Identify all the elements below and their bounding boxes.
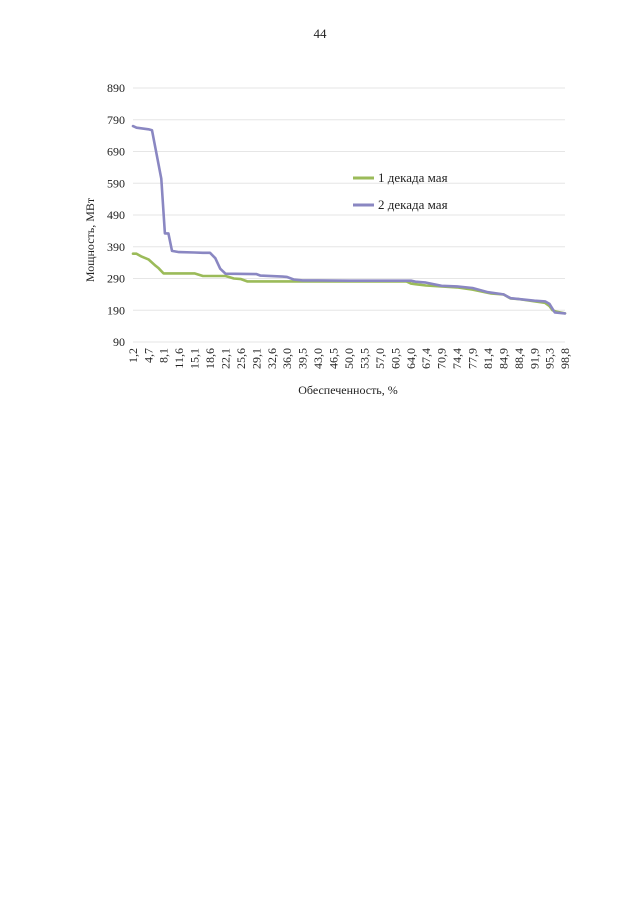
- x-tick-label: 70,9: [435, 348, 449, 369]
- x-tick-label: 39,5: [296, 348, 310, 369]
- page-number: 44: [313, 26, 327, 41]
- x-tick-label: 77,9: [465, 348, 479, 369]
- x-tick-label: 36,0: [280, 348, 294, 369]
- x-tick-label: 15,1: [188, 348, 202, 369]
- y-tick-label: 90: [113, 335, 125, 349]
- x-tick-label: 50,0: [342, 348, 356, 369]
- grid-lines: [133, 87, 565, 343]
- x-tick-label: 64,0: [404, 348, 418, 369]
- x-tick-label: 57,0: [373, 348, 387, 369]
- y-tick-label: 590: [107, 176, 125, 190]
- y-axis-ticks: 890 790 690 590 490 390 290 190 90: [107, 81, 125, 349]
- y-tick-label: 290: [107, 272, 125, 286]
- x-tick-label: 25,6: [234, 348, 248, 369]
- x-tick-label: 18,6: [203, 348, 217, 369]
- x-tick-label: 8,1: [157, 348, 171, 363]
- x-tick-label: 22,1: [219, 348, 233, 369]
- y-tick-label: 190: [107, 303, 125, 317]
- x-tick-label: 98,8: [558, 348, 572, 369]
- x-tick-label: 60,5: [388, 348, 402, 369]
- y-tick-label: 490: [107, 208, 125, 222]
- y-tick-label: 690: [107, 145, 125, 159]
- y-tick-label: 390: [107, 240, 125, 254]
- y-axis-title: Мощность, МВт: [83, 197, 97, 282]
- x-axis-ticks: 1,2 4,7 8,1 11,6 15,1 18,6 22,1 25,6 29,1 32,6 36,…: [126, 348, 572, 369]
- x-tick-label: 74,4: [450, 348, 464, 369]
- legend-label: 1 декада мая: [378, 170, 448, 185]
- x-tick-label: 29,1: [249, 348, 263, 369]
- legend-label: 2 декада мая: [378, 197, 448, 212]
- y-tick-label: 790: [107, 113, 125, 127]
- x-tick-label: 11,6: [172, 348, 186, 369]
- legend: 1 декада мая 2 декада мая: [353, 170, 448, 212]
- x-tick-label: 81,4: [481, 348, 495, 369]
- x-tick-label: 43,0: [311, 348, 325, 369]
- x-tick-label: 1,2: [126, 348, 140, 363]
- x-tick-label: 95,3: [543, 348, 557, 369]
- x-tick-label: 84,9: [496, 348, 510, 369]
- y-tick-label: 890: [107, 81, 125, 95]
- x-tick-label: 46,5: [327, 348, 341, 369]
- x-tick-label: 53,5: [357, 348, 371, 369]
- x-tick-label: 88,4: [512, 348, 526, 369]
- series-line-2: [131, 124, 567, 315]
- series-line-1: [131, 252, 567, 315]
- x-tick-label: 32,6: [265, 348, 279, 369]
- x-tick-label: 91,9: [527, 348, 541, 369]
- x-tick-label: 67,4: [419, 348, 433, 369]
- x-tick-label: 4,7: [141, 348, 155, 363]
- x-axis-title: Обеспеченность, %: [298, 383, 398, 397]
- series-lines: [131, 124, 567, 315]
